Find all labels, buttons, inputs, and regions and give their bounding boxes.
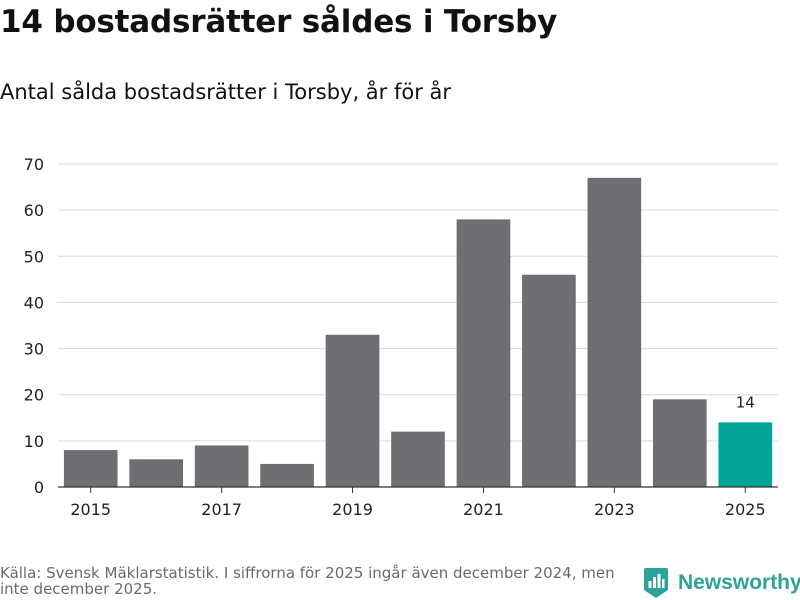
newsworthy-logo-icon bbox=[644, 568, 668, 598]
bar bbox=[391, 431, 445, 487]
data-label: 14 bbox=[736, 393, 755, 411]
bar-chart: 0 10 20 30 40 50 60 70 2015 2017 2019 2021 2023 2025 1… bbox=[24, 155, 778, 519]
chart-title: 14 bostadsrätter såldes i Torsby bbox=[0, 4, 558, 40]
x-tick-label: 2023 bbox=[594, 500, 635, 519]
bar bbox=[522, 274, 576, 487]
x-tick-label: 2017 bbox=[201, 500, 242, 519]
y-tick-label: 40 bbox=[24, 293, 44, 312]
y-tick-label: 70 bbox=[24, 155, 44, 174]
bar bbox=[194, 445, 249, 487]
source-note: Källa: Svensk Mäklarstatistik. I siffror… bbox=[0, 564, 615, 598]
bar-highlight bbox=[718, 422, 773, 487]
x-tick-label: 2025 bbox=[725, 500, 766, 519]
y-tick-label: 20 bbox=[24, 386, 44, 405]
y-tick-label: 30 bbox=[24, 340, 44, 359]
bar bbox=[325, 334, 380, 487]
bar bbox=[260, 463, 314, 487]
bar bbox=[456, 219, 511, 487]
bar bbox=[63, 450, 118, 487]
y-tick-label: 0 bbox=[34, 478, 44, 497]
brand-logo: Newsworthy bbox=[644, 568, 800, 598]
x-tick-label: 2015 bbox=[70, 500, 111, 519]
x-tick-label: 2019 bbox=[332, 500, 373, 519]
chart-subtitle: Antal sålda bostadsrätter i Torsby, år f… bbox=[0, 80, 452, 104]
y-tick-label: 10 bbox=[24, 432, 44, 451]
bar bbox=[587, 177, 642, 488]
y-tick-label: 50 bbox=[24, 247, 44, 266]
brand-name: Newsworthy bbox=[678, 571, 800, 594]
bar bbox=[652, 399, 707, 487]
x-tick-label: 2021 bbox=[463, 500, 504, 519]
bar bbox=[129, 459, 184, 487]
y-tick-label: 60 bbox=[24, 201, 44, 220]
